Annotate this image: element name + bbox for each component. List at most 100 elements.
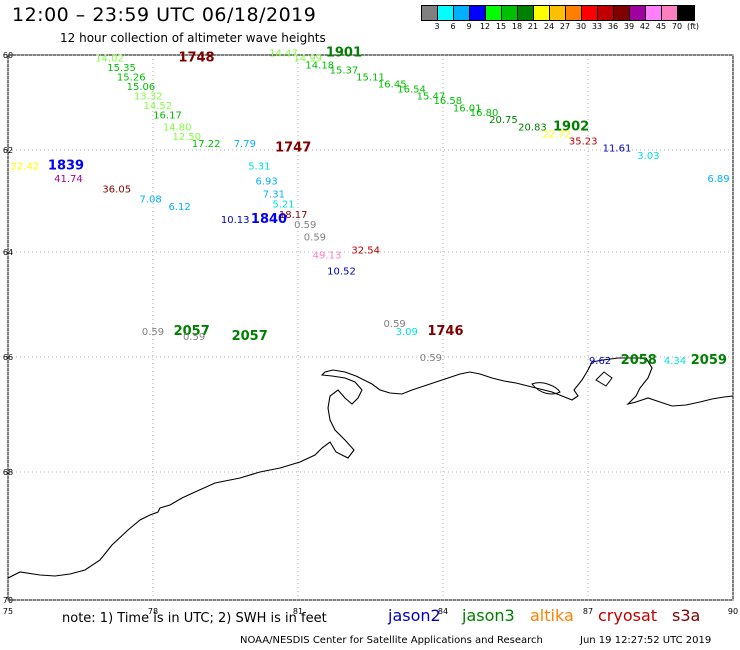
wave-height-label: 49.13 [313,251,342,262]
color-scale-label: 30 [575,22,587,31]
longitude-tick-label: 90 [728,607,738,616]
pass-time-label: 1747 [275,141,311,156]
color-scale-label: 33 [591,22,603,31]
credit-line: NOAA/NESDIS Center for Satellite Applica… [240,635,543,646]
wave-height-label: 14.18 [305,61,334,72]
latitude-tick-label: 64 [3,248,13,257]
pass-time-label: 2057 [232,329,268,344]
color-scale-label: 24 [543,22,555,31]
color-swatch [438,6,454,20]
latitude-tick-label: 68 [3,468,13,477]
wave-height-label: 22.72 [542,129,571,140]
wave-height-label: 15.11 [356,72,385,83]
color-swatch [534,6,550,20]
wave-height-label: 16.58 [434,96,463,107]
color-swatch [662,6,678,20]
color-swatch [422,6,438,20]
wave-height-label: 20.83 [518,122,547,133]
color-swatch [566,6,582,20]
color-swatch [582,6,598,20]
wave-height-label: 10.52 [327,266,356,277]
color-swatch [614,6,630,20]
wave-height-label: 3.03 [637,151,659,162]
pass-time-label: 1840 [251,212,287,227]
wave-height-label: 11.61 [603,144,632,155]
coastline-inlet [531,382,561,395]
wave-height-label: 7.31 [263,189,285,200]
color-scale-label: 39 [623,22,635,31]
color-swatch [646,6,662,20]
pass-time-label: 1901 [326,46,362,61]
wave-height-label: 36.05 [102,184,131,195]
wave-height-label: 6.89 [707,174,729,185]
wave-height-label: 16.45 [378,80,407,91]
wave-height-label: 16.54 [397,84,426,95]
longitude-tick-label: 81 [293,607,303,616]
footnote: note: 1) Time is in UTC; 2) SWH is in fe… [62,611,327,626]
wave-height-label: 5.21 [272,200,294,211]
satellite-legend-item: cryosat [598,606,658,625]
color-scale-label: 36 [607,22,619,31]
color-scale-label: 70 [671,22,683,31]
wave-height-label: 0.59 [183,332,205,343]
satellite-legend-item: jason3 [462,606,515,625]
coastline-inlet [595,371,613,387]
latitude-tick-label: 70 [3,596,13,605]
wave-height-label: 16.80 [470,108,499,119]
wave-height-label: 35.23 [569,137,598,148]
wave-height-label: 6.12 [168,202,190,213]
wave-height-label: 32.54 [351,245,380,256]
wave-height-label: 0.59 [304,233,326,244]
coastline [7,357,734,579]
longitude-tick-label: 87 [583,607,593,616]
wave-height-label: 6.93 [255,177,277,188]
color-scale-label: 9 [466,22,472,31]
wave-height-label: 20.75 [489,115,518,126]
color-swatch [486,6,502,20]
map-title: 12:00 – 23:59 UTC 06/18/2019 [12,4,317,26]
wave-height-label: 14.47 [269,49,298,60]
plot-frame [7,54,734,601]
color-scale-label: 3 [434,22,440,31]
color-swatch [598,6,614,20]
wave-height-label: 0.59 [294,220,316,231]
color-swatch [454,6,470,20]
longitude-tick-label: 84 [438,607,448,616]
longitude-tick-label: 78 [148,607,158,616]
wave-height-label: 15.37 [330,65,359,76]
satellite-legend-item: s3a [672,606,701,625]
pass-time-label: 1902 [553,119,589,134]
color-scale-bar [421,5,695,21]
pass-time-label: 1746 [427,324,463,339]
wave-height-label: 0.59 [384,319,406,330]
wave-height-label: 41.74 [54,174,83,185]
latitude-tick-label: 60 [3,51,13,60]
wave-height-label: 14.52 [144,101,173,112]
color-scale-label: 15 [495,22,507,31]
wave-height-label: 7.79 [234,139,256,150]
color-swatch [678,6,694,20]
pass-time-label: 2057 [174,324,210,339]
wave-height-label: 0.59 [420,353,442,364]
color-scale-label: 42 [639,22,651,31]
pass-time-label: 1839 [48,158,84,173]
wave-height-label: 16.01 [453,103,482,114]
color-scale-label: 45 [655,22,667,31]
wave-height-label: 22.42 [11,161,40,172]
color-swatch [502,6,518,20]
longitude-tick-label: 75 [3,607,13,616]
wave-height-label: 7.08 [139,194,161,205]
map-subtitle: 12 hour collection of altimeter wave hei… [60,31,326,45]
wave-height-label: 15.26 [117,72,146,83]
color-scale-label: 18 [511,22,523,31]
wave-height-label: 14.02 [95,53,124,64]
wave-height-label: 13.32 [134,91,163,102]
wave-height-label: 15.47 [417,91,446,102]
wave-height-label: 0.59 [142,327,164,338]
color-swatch [470,6,486,20]
color-swatch [518,6,534,20]
color-scale-label: 6 [450,22,456,31]
color-scale-label: 21 [527,22,539,31]
